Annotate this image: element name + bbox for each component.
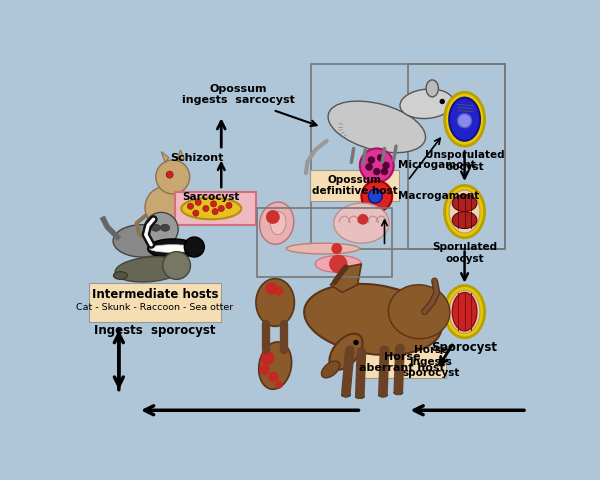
Circle shape	[381, 168, 388, 175]
Circle shape	[195, 199, 201, 205]
FancyBboxPatch shape	[175, 192, 256, 225]
Ellipse shape	[315, 255, 361, 273]
Ellipse shape	[452, 104, 467, 112]
Ellipse shape	[113, 272, 127, 279]
Text: Sporulated
oocyst: Sporulated oocyst	[432, 242, 497, 264]
Circle shape	[275, 381, 283, 389]
Circle shape	[187, 203, 194, 209]
FancyBboxPatch shape	[89, 283, 221, 322]
Ellipse shape	[334, 203, 389, 243]
Circle shape	[226, 203, 232, 208]
Polygon shape	[176, 150, 184, 161]
Circle shape	[373, 168, 380, 175]
Circle shape	[458, 114, 472, 128]
Ellipse shape	[329, 334, 362, 370]
Text: Macrogamont: Macrogamont	[398, 191, 479, 201]
Ellipse shape	[452, 195, 477, 212]
Ellipse shape	[115, 257, 184, 282]
Circle shape	[211, 201, 217, 207]
Circle shape	[266, 210, 280, 224]
Ellipse shape	[113, 225, 171, 257]
Ellipse shape	[181, 198, 241, 219]
Ellipse shape	[259, 342, 292, 389]
Ellipse shape	[148, 239, 198, 258]
Ellipse shape	[328, 101, 425, 153]
Ellipse shape	[445, 286, 485, 338]
Text: Unsporulated
oocyst: Unsporulated oocyst	[425, 150, 505, 172]
Circle shape	[193, 210, 199, 216]
Ellipse shape	[160, 224, 170, 231]
Ellipse shape	[445, 92, 485, 146]
Ellipse shape	[426, 80, 439, 97]
Polygon shape	[161, 152, 169, 162]
Circle shape	[331, 243, 342, 254]
Text: Sporocyst: Sporocyst	[431, 341, 497, 354]
Circle shape	[212, 208, 218, 215]
Circle shape	[329, 255, 347, 273]
Circle shape	[166, 171, 173, 178]
Circle shape	[358, 214, 368, 225]
Circle shape	[259, 364, 270, 375]
Ellipse shape	[449, 97, 480, 141]
Bar	[257, 208, 392, 277]
Circle shape	[218, 205, 224, 212]
Circle shape	[260, 351, 274, 365]
Text: Opossum
ingests  sarcocyst: Opossum ingests sarcocyst	[182, 84, 295, 106]
Ellipse shape	[400, 89, 454, 119]
Ellipse shape	[260, 202, 294, 244]
Ellipse shape	[341, 393, 350, 397]
Ellipse shape	[286, 243, 359, 254]
Ellipse shape	[322, 361, 340, 378]
Circle shape	[144, 212, 178, 246]
Circle shape	[368, 156, 375, 164]
Text: Ingests  sporocyst: Ingests sporocyst	[94, 324, 216, 337]
Text: Horse
ingests
sporocyst: Horse ingests sporocyst	[402, 345, 460, 378]
Ellipse shape	[256, 278, 295, 326]
Text: Cat - Skunk - Raccoon - Sea otter: Cat - Skunk - Raccoon - Sea otter	[76, 302, 233, 312]
Text: Horse
aberrant host: Horse aberrant host	[359, 352, 445, 373]
Text: Opossum
definitive host: Opossum definitive host	[311, 175, 397, 196]
Circle shape	[184, 237, 205, 257]
Ellipse shape	[151, 224, 160, 231]
Bar	[311, 64, 505, 249]
Circle shape	[265, 282, 277, 295]
Ellipse shape	[452, 212, 477, 228]
Ellipse shape	[355, 394, 364, 399]
Ellipse shape	[452, 292, 477, 331]
Ellipse shape	[271, 212, 286, 235]
Circle shape	[365, 164, 373, 170]
Ellipse shape	[449, 190, 480, 233]
Ellipse shape	[145, 187, 185, 229]
Bar	[407, 64, 505, 249]
Circle shape	[361, 181, 392, 212]
Ellipse shape	[449, 290, 480, 333]
Ellipse shape	[149, 245, 196, 252]
Circle shape	[360, 148, 394, 182]
Ellipse shape	[445, 185, 485, 238]
Circle shape	[163, 252, 190, 279]
Circle shape	[156, 160, 190, 194]
Circle shape	[268, 372, 279, 383]
Ellipse shape	[394, 390, 403, 395]
Ellipse shape	[304, 284, 442, 355]
Circle shape	[368, 189, 382, 203]
Circle shape	[274, 286, 284, 296]
FancyBboxPatch shape	[358, 347, 446, 378]
Text: Schizont: Schizont	[170, 153, 224, 163]
Circle shape	[440, 99, 445, 104]
Polygon shape	[331, 264, 361, 292]
Circle shape	[377, 154, 384, 161]
Circle shape	[203, 205, 209, 212]
Circle shape	[383, 162, 389, 169]
Text: Microgamont: Microgamont	[398, 160, 476, 170]
Text: Sarcocyst: Sarcocyst	[182, 192, 240, 202]
Ellipse shape	[388, 285, 450, 339]
Ellipse shape	[379, 393, 388, 397]
Circle shape	[353, 340, 359, 345]
FancyBboxPatch shape	[310, 170, 399, 201]
Text: Intermediate hosts: Intermediate hosts	[92, 288, 218, 301]
